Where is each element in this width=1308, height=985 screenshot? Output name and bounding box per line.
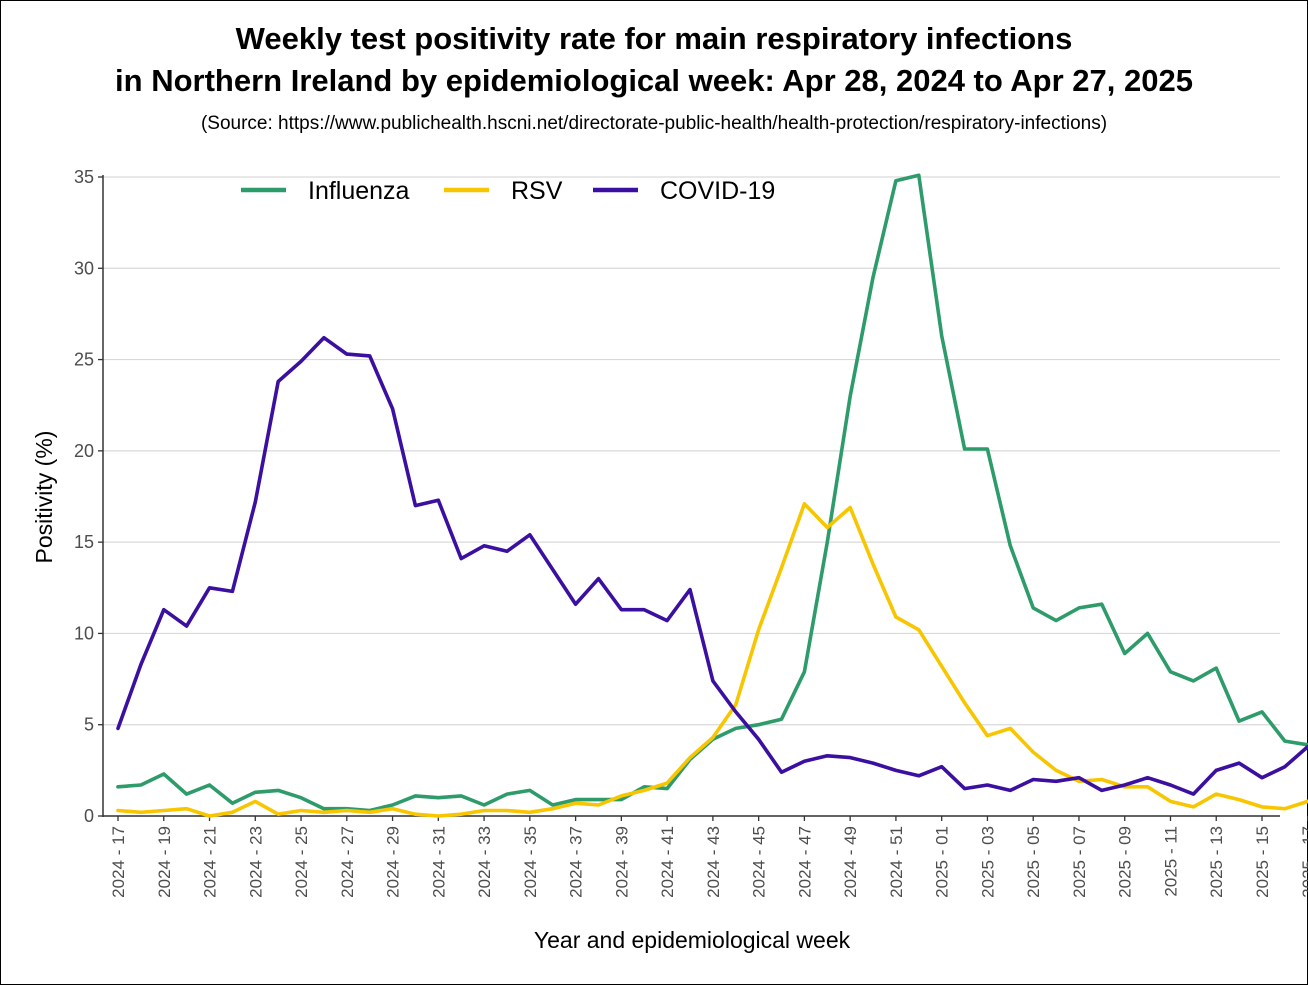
chart-title-line-2: in Northern Ireland by epidemiological w… (115, 63, 1193, 98)
grid-lines (103, 176, 1280, 817)
y-tick-label: 30 (74, 258, 94, 278)
x-tick-label: 2025 - 11 (1161, 826, 1180, 897)
x-tick-label: 2025 - 01 (933, 826, 952, 898)
y-tick-label: 5 (84, 715, 94, 735)
x-tick-label: 2024 - 29 (384, 826, 403, 898)
x-tick-label: 2024 - 17 (109, 826, 128, 898)
x-tick-label: 2025 - 17 (1299, 826, 1308, 898)
x-tick-label: 2024 - 45 (750, 826, 769, 898)
x-tick-label: 2024 - 37 (567, 826, 586, 898)
x-axis-title: Year and epidemiological week (534, 927, 851, 953)
x-tick-label: 2024 - 43 (704, 826, 723, 898)
x-tick-label: 2025 - 03 (978, 826, 997, 898)
legend: Influenza RSV COVID-19 (241, 177, 775, 205)
x-tick-label: 2024 - 47 (795, 826, 814, 898)
y-tick-label: 20 (74, 441, 94, 461)
x-tick-label: 2024 - 41 (658, 826, 677, 898)
y-axis-title: Positivity (%) (31, 431, 57, 564)
series-line-influenza (116, 173, 1308, 813)
x-tick-label: 2024 - 23 (246, 826, 265, 898)
x-tick-label: 2025 - 05 (1024, 826, 1043, 898)
legend-label-covid-19: COVID-19 (660, 177, 775, 205)
x-tick-label: 2024 - 51 (887, 826, 906, 898)
x-tick-label: 2024 - 19 (155, 826, 174, 898)
chart-source: (Source: https://www.publichealth.hscni.… (200, 113, 1108, 134)
y-tick-label: 10 (74, 623, 94, 643)
y-tick-label: 35 (74, 167, 94, 187)
legend-label-influenza: Influenza (308, 177, 410, 205)
x-tick-label: 2024 - 31 (429, 826, 448, 898)
y-tick-label: 15 (74, 532, 94, 552)
legend-label-rsv: RSV (511, 177, 563, 205)
x-tick-label: 2024 - 39 (612, 826, 631, 898)
x-tick-label: 2024 - 21 (201, 826, 220, 898)
x-tick-label: 2025 - 09 (1116, 826, 1135, 898)
x-tick-label: 2024 - 33 (475, 826, 494, 898)
x-tick-label: 2024 - 49 (841, 826, 860, 898)
y-tick-label: 25 (74, 350, 94, 370)
y-tick-label: 0 (84, 806, 94, 826)
series-line-covid-19 (116, 335, 1308, 796)
x-axis: 2024 - 17 2024 - 19 2024 - 21 2024 - 23 2024… (103, 815, 1308, 898)
x-tick-label: 2025 - 07 (1070, 826, 1089, 898)
chart-title-line-1: Weekly test positivity rate for main res… (235, 21, 1073, 56)
x-tick-label: 2024 - 25 (292, 826, 311, 898)
x-tick-label: 2024 - 35 (521, 826, 540, 898)
x-tick-label: 2025 - 15 (1253, 826, 1272, 898)
series-line-rsv (116, 501, 1308, 818)
series-lines (116, 173, 1308, 818)
y-axis: 0 5 10 15 20 25 30 35 (74, 167, 104, 826)
x-tick-label: 2025 - 13 (1207, 826, 1226, 898)
x-tick-label: 2024 - 27 (338, 826, 357, 898)
